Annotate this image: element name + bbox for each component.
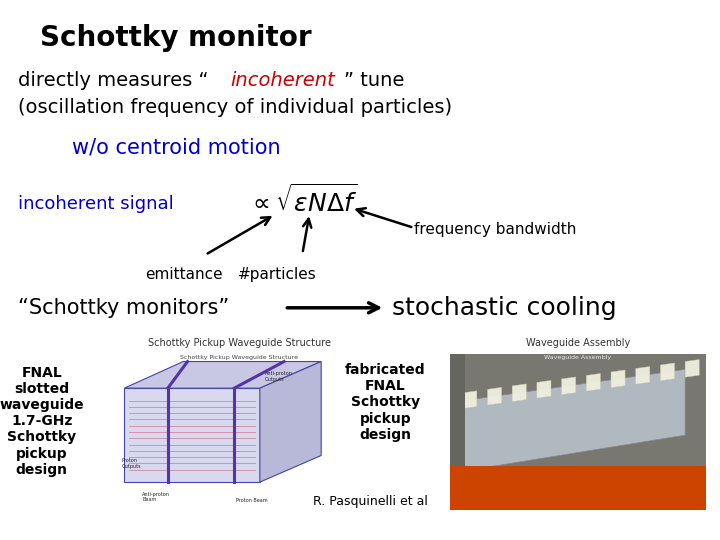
- Text: Schottky Pickup Waveguide Structure: Schottky Pickup Waveguide Structure: [181, 355, 298, 360]
- Text: $\propto \sqrt{\varepsilon N \Delta f}$: $\propto \sqrt{\varepsilon N \Delta f}$: [248, 185, 357, 217]
- Text: stochastic cooling: stochastic cooling: [392, 296, 617, 320]
- Text: Waveguide Assembly: Waveguide Assembly: [526, 338, 630, 348]
- Text: Proton
Outputs: Proton Outputs: [122, 458, 141, 469]
- Text: #particles: #particles: [238, 267, 317, 282]
- Text: Waveguide Assembly: Waveguide Assembly: [544, 355, 611, 360]
- Polygon shape: [660, 363, 675, 381]
- Text: w/o centroid motion: w/o centroid motion: [72, 138, 281, 158]
- Text: “Schottky monitors”: “Schottky monitors”: [18, 298, 229, 318]
- Polygon shape: [125, 362, 321, 388]
- Text: Schottky Pickup Waveguide Structure: Schottky Pickup Waveguide Structure: [148, 338, 331, 348]
- Bar: [450, 467, 706, 510]
- Polygon shape: [586, 374, 600, 391]
- Polygon shape: [125, 388, 260, 482]
- Polygon shape: [611, 370, 625, 388]
- Text: Proton Beam: Proton Beam: [236, 498, 268, 503]
- Text: emittance: emittance: [145, 267, 222, 282]
- Text: fabricated
FNAL
Schottky
pickup
design: fabricated FNAL Schottky pickup design: [345, 363, 426, 442]
- Bar: [450, 354, 465, 467]
- Polygon shape: [685, 360, 699, 377]
- Text: (oscillation frequency of individual particles): (oscillation frequency of individual par…: [18, 98, 452, 117]
- Text: frequency bandwidth: frequency bandwidth: [414, 222, 577, 237]
- Polygon shape: [537, 381, 551, 398]
- Text: incoherent signal: incoherent signal: [18, 195, 174, 213]
- Text: incoherent: incoherent: [230, 71, 335, 90]
- Polygon shape: [512, 384, 526, 402]
- Polygon shape: [260, 362, 321, 482]
- Text: Anti-proton
Outputs: Anti-proton Outputs: [265, 371, 293, 382]
- Polygon shape: [487, 387, 502, 405]
- Text: R. Pasquinelli et al: R. Pasquinelli et al: [313, 495, 428, 508]
- Polygon shape: [463, 391, 477, 409]
- Text: Schottky monitor: Schottky monitor: [40, 24, 311, 52]
- Text: Anti-proton
Beam: Anti-proton Beam: [143, 491, 170, 502]
- Polygon shape: [463, 369, 685, 471]
- Text: FNAL
slotted
waveguide
1.7-GHz
Schottky
pickup
design: FNAL slotted waveguide 1.7-GHz Schottky …: [0, 366, 84, 477]
- Polygon shape: [636, 367, 649, 384]
- Text: ” tune: ” tune: [344, 71, 405, 90]
- Polygon shape: [562, 377, 576, 395]
- Text: directly measures “: directly measures “: [18, 71, 209, 90]
